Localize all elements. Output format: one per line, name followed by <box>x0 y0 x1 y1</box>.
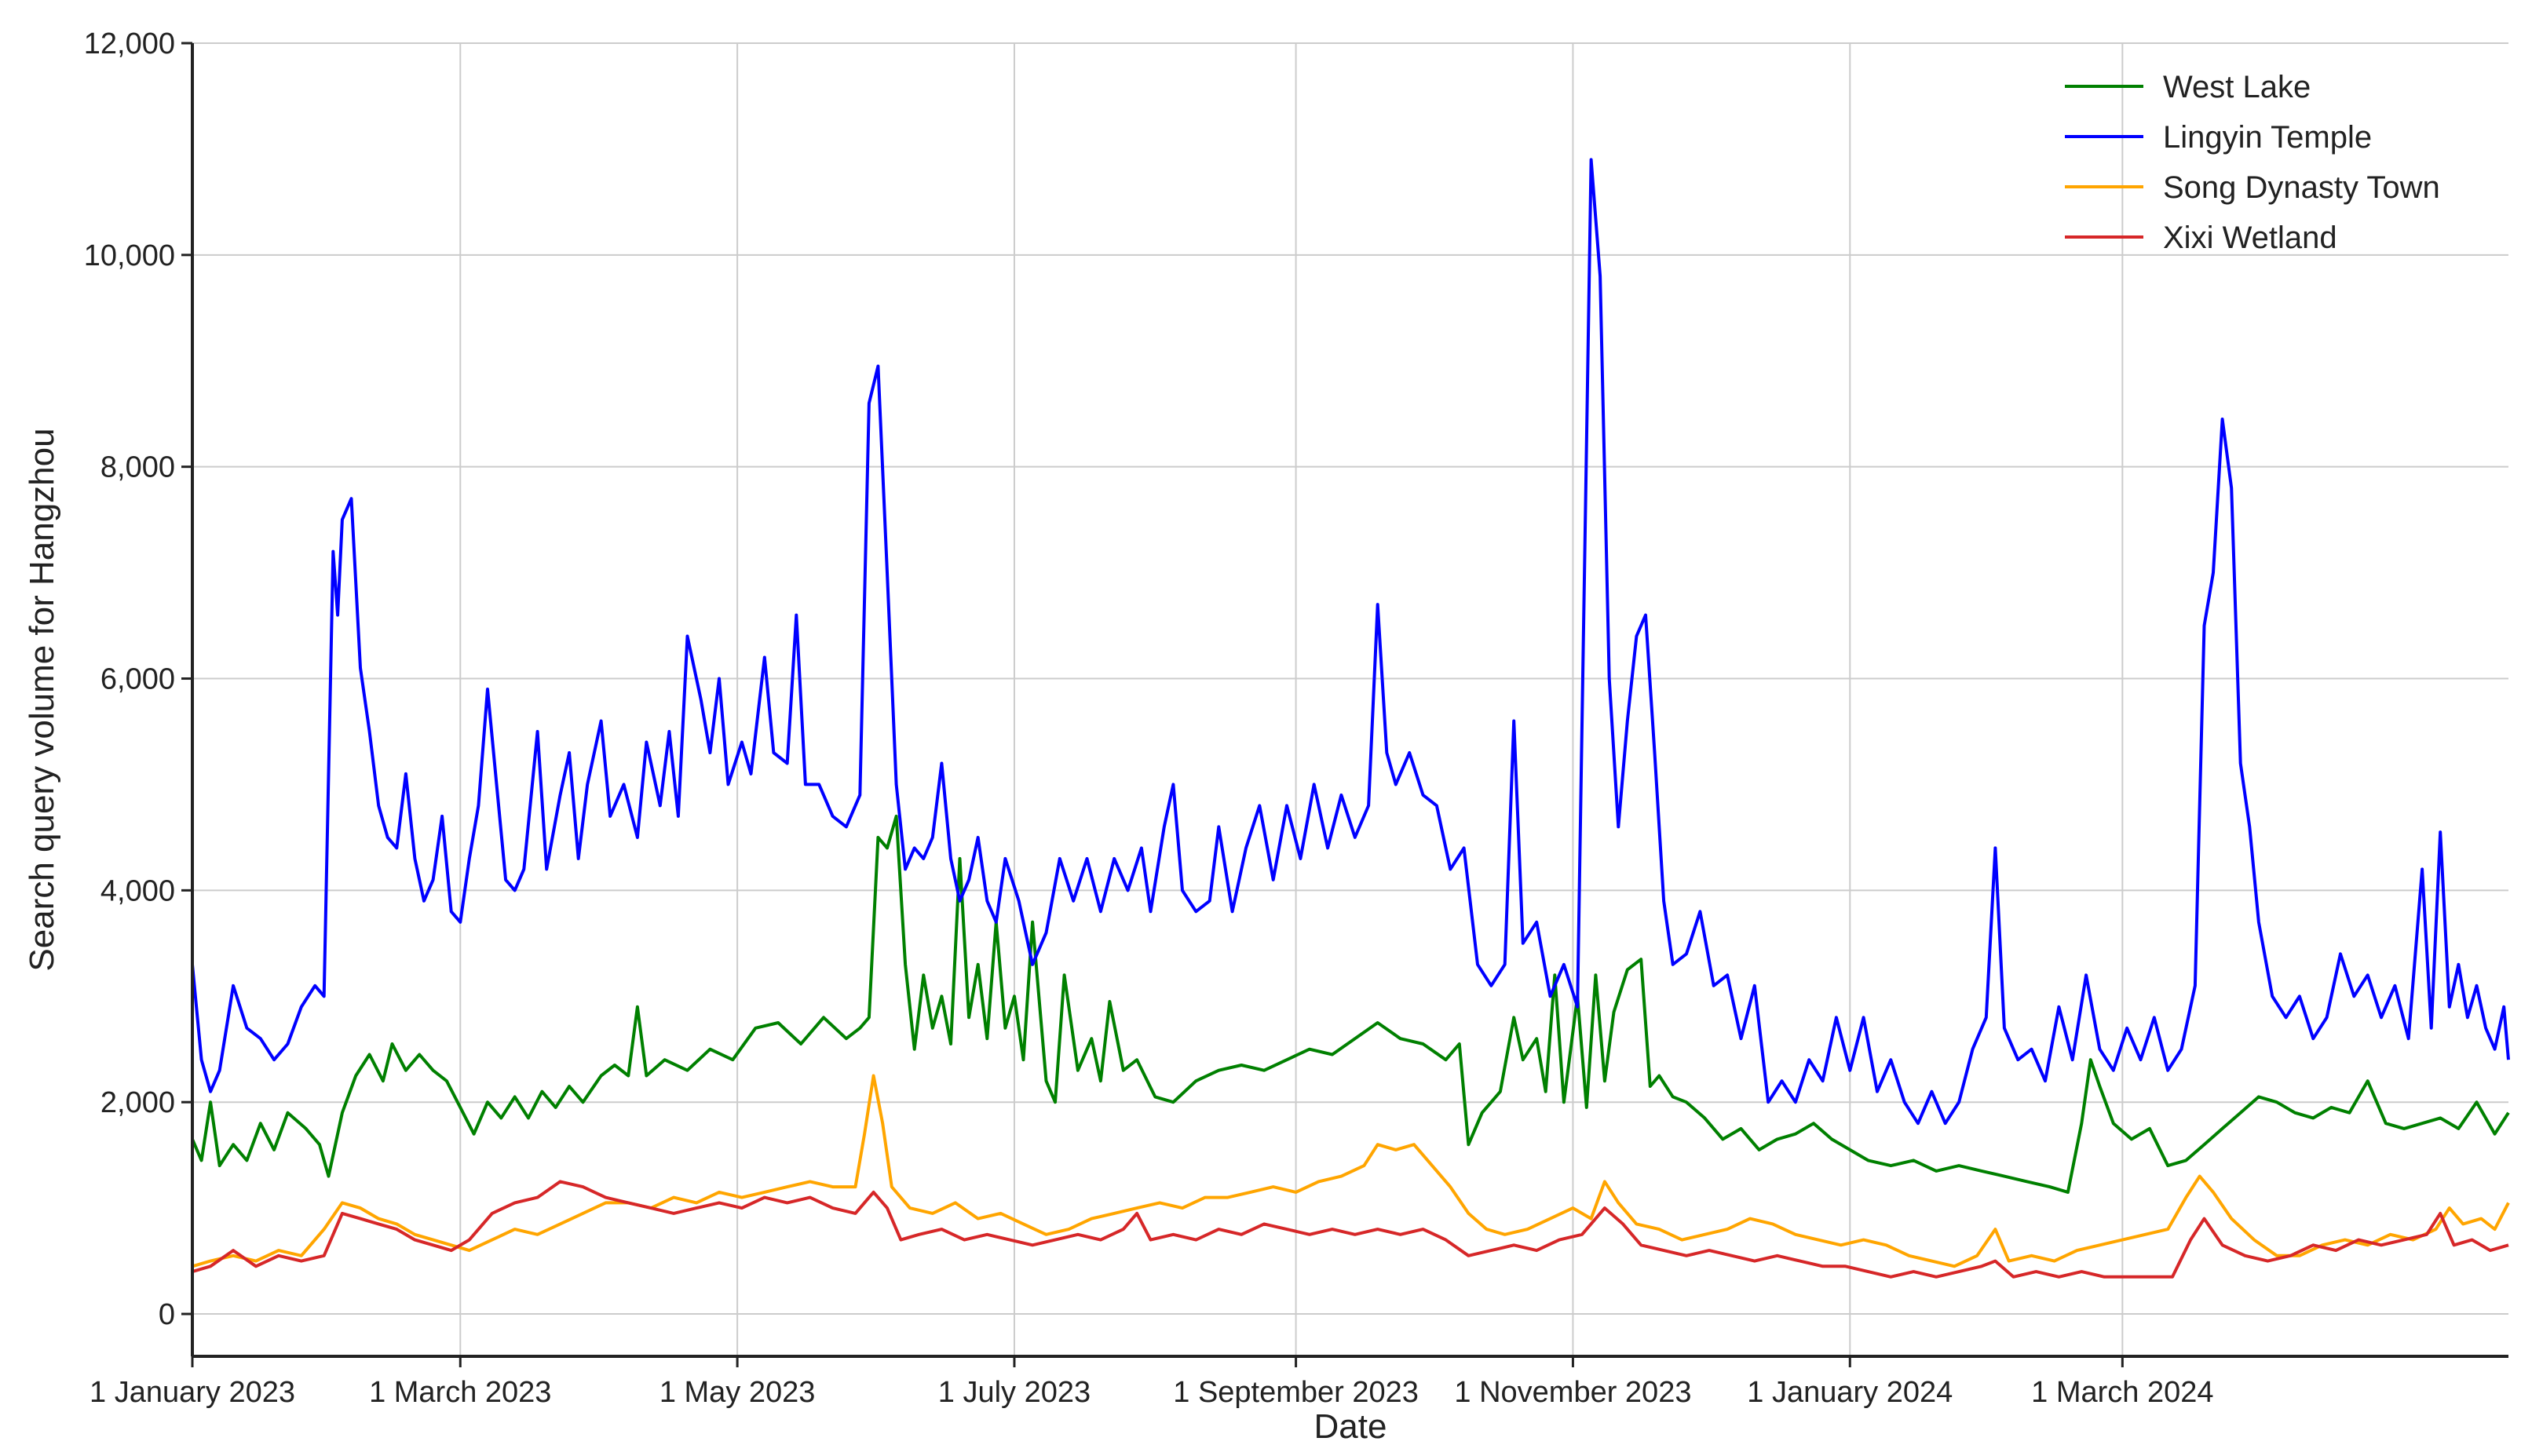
y-tick-label-0: 0 <box>159 1298 175 1331</box>
x-tick-label-6: 1 January 2024 <box>1747 1376 1953 1409</box>
x-tick-label-1: 1 March 2023 <box>369 1376 551 1409</box>
series-lines <box>191 158 2510 1279</box>
series-line-3 <box>192 1180 2509 1279</box>
x-tick-label-4: 1 September 2023 <box>1173 1376 1419 1409</box>
y-tick-label-2: 4,000 <box>100 874 175 907</box>
legend: West Lake Lingyin Temple Song Dynasty Town… <box>2065 70 2440 255</box>
x-tick-label-7: 1 March 2024 <box>2031 1376 2213 1409</box>
y-axis-tick-labels: 0 2,000 4,000 6,000 8,000 10,000 12,000 <box>84 27 175 1331</box>
legend-label-1: Lingyin Temple <box>2163 120 2372 155</box>
legend-label-2: Song Dynasty Town <box>2163 170 2440 205</box>
y-axis-title: Search query volume for Hangzhou <box>23 428 61 971</box>
y-tick-label-4: 8,000 <box>100 451 175 484</box>
series-line-0 <box>191 814 2510 1194</box>
x-tick-label-2: 1 May 2023 <box>659 1376 816 1409</box>
x-tick-label-3: 1 July 2023 <box>938 1376 1091 1409</box>
series-line-2 <box>192 1074 2510 1268</box>
grid-lines <box>192 42 2508 1356</box>
y-tick-label-1: 2,000 <box>100 1086 175 1119</box>
x-tick-label-0: 1 January 2023 <box>90 1376 295 1409</box>
legend-label-3: Xixi Wetland <box>2163 221 2337 255</box>
x-axis-tick-labels: 1 January 2023 1 March 2023 1 May 2023 1 Ju… <box>90 1376 2214 1409</box>
x-axis-title: Date <box>1314 1407 1387 1446</box>
y-tick-label-5: 10,000 <box>84 239 175 272</box>
legend-label-0: West Lake <box>2163 70 2311 104</box>
series-line-1 <box>191 158 2510 1126</box>
y-tick-label-6: 12,000 <box>84 27 175 60</box>
y-tick-label-3: 6,000 <box>100 663 175 696</box>
x-tick-label-5: 1 November 2023 <box>1454 1376 1691 1409</box>
axes <box>181 42 2508 1367</box>
